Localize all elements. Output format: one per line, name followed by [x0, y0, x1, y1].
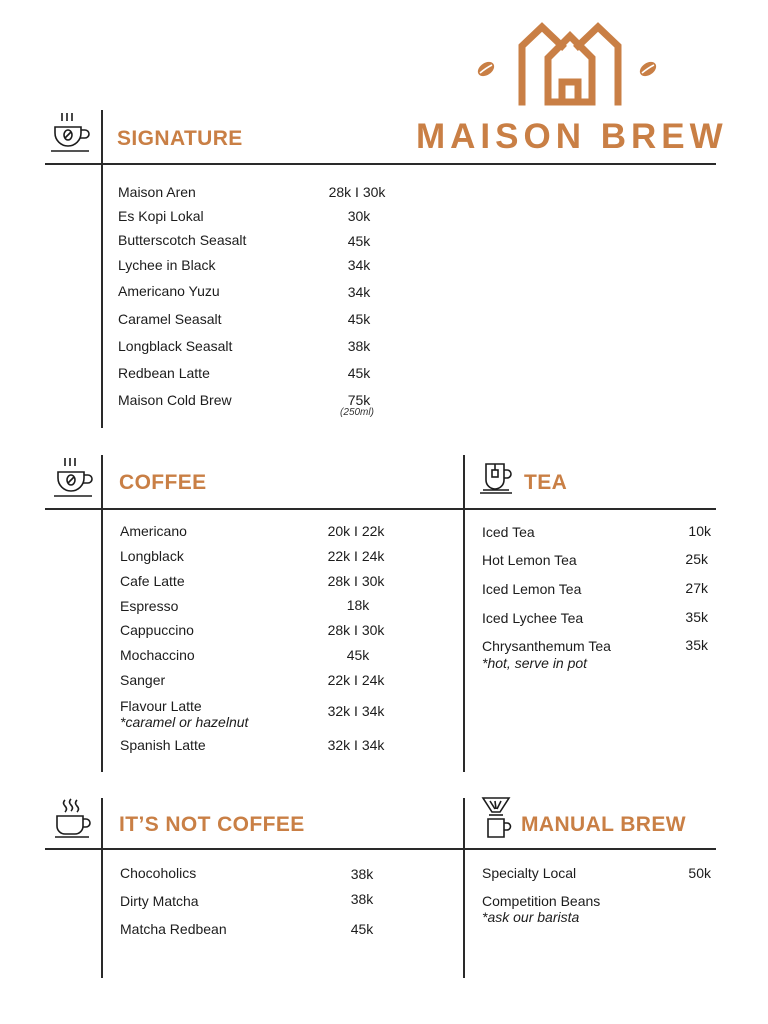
menu-item-price: 30k	[347, 208, 371, 224]
menu-item-price: 32k I 34k	[327, 737, 385, 753]
menu-item-name: Iced Tea	[482, 524, 535, 540]
menu-item-price: 45k	[347, 233, 371, 249]
menu-item-name: Sanger	[120, 672, 166, 688]
menu-item-price: 75k	[347, 392, 371, 408]
menu-item-name: Specialty Local	[482, 865, 577, 881]
section-title-manual-brew: MANUAL BREW	[521, 813, 686, 836]
menu-item-name: Iced Lemon Tea	[482, 581, 582, 597]
menu-item-name: Cappuccino	[120, 622, 194, 638]
menu-item-note: *caramel or hazelnut	[120, 714, 249, 730]
menu-item-name: Competition Beans	[482, 893, 601, 909]
menu-item-price: 22k I 24k	[327, 548, 385, 564]
menu-item-price: 34k	[347, 284, 371, 300]
brand-name: MAISON BREW	[416, 117, 728, 156]
menu-item-name: Iced Lychee Tea	[482, 610, 584, 626]
brand-logo	[470, 18, 670, 110]
menu-item-name: Cafe Latte	[120, 573, 185, 589]
section-title-tea: TEA	[524, 471, 568, 494]
menu-item-name: Caramel Seasalt	[118, 311, 222, 327]
menu-item-name: Es Kopi Lokal	[118, 208, 204, 224]
menu-item-name: Spanish Latte	[120, 737, 206, 753]
menu-item-price: 34k	[347, 257, 371, 273]
menu-item-name: Maison Aren	[118, 184, 196, 200]
mug-icon	[53, 798, 95, 840]
divider	[463, 798, 465, 978]
divider	[101, 798, 103, 978]
menu-item-name: Lychee in Black	[118, 257, 216, 273]
menu-item-price: 35k	[685, 637, 708, 653]
divider	[45, 848, 716, 850]
divider	[45, 163, 716, 165]
menu-item-note: *hot, serve in pot	[482, 655, 588, 671]
menu-item-name: Dirty Matcha	[120, 893, 199, 909]
menu-item-name: Longblack	[120, 548, 184, 564]
menu-item-name: Matcha Redbean	[120, 921, 227, 937]
menu-item-name: Maison Cold Brew	[118, 392, 232, 408]
section-title-signature: SIGNATURE	[117, 127, 243, 150]
menu-item-name: Butterscotch Seasalt	[118, 232, 247, 248]
menu-item-name: Chocoholics	[120, 865, 197, 881]
menu-item-price: 10k	[688, 523, 711, 539]
pour-over-icon	[481, 796, 515, 840]
menu-item-price: 38k	[350, 891, 374, 907]
menu-item-price: 50k	[688, 865, 711, 881]
menu-item-name: Mochaccino	[120, 647, 195, 663]
menu-item-price: 38k	[347, 338, 371, 354]
menu-item-name: Longblack Seasalt	[118, 338, 233, 354]
menu-item-price: 28k I 30k	[328, 184, 386, 200]
menu-item-price: 45k	[350, 921, 374, 937]
menu-item-name: Americano Yuzu	[118, 283, 220, 299]
divider	[463, 455, 465, 772]
menu-item-note: *ask our barista	[482, 909, 580, 925]
menu-item-name: Flavour Latte	[120, 698, 202, 714]
coffee-cup-icon	[50, 111, 92, 155]
section-title-not-coffee: IT’S NOT COFFEE	[119, 813, 305, 836]
menu-item-price: 22k I 24k	[327, 672, 385, 688]
menu-item-price: 45k	[347, 365, 371, 381]
menu-item-price: 20k I 22k	[327, 523, 385, 539]
menu-item-price: 32k I 34k	[327, 703, 385, 719]
menu-item-price: 18k	[346, 597, 370, 613]
menu-item-name: Espresso	[120, 598, 179, 614]
section-title-coffee: COFFEE	[119, 471, 207, 494]
divider	[101, 455, 103, 772]
menu-item-name: Redbean Latte	[118, 365, 210, 381]
menu-item-price: 28k I 30k	[327, 622, 385, 638]
tea-cup-icon	[479, 460, 517, 498]
menu-item-price: 35k	[685, 609, 708, 625]
menu-item-name: Chrysanthemum Tea	[482, 638, 611, 654]
divider	[45, 508, 716, 510]
menu-item-note: (250ml)	[340, 407, 374, 418]
menu-item-price: 28k I 30k	[327, 573, 385, 589]
menu-item-price: 25k	[685, 551, 708, 567]
menu-item-price: 45k	[347, 311, 371, 327]
menu-item-price: 38k	[350, 866, 374, 882]
menu-item-price: 27k	[685, 580, 708, 596]
menu-item-name: Hot Lemon Tea	[482, 552, 577, 568]
menu-item-price: 45k	[346, 647, 370, 663]
menu-item-name: Americano	[120, 523, 187, 539]
coffee-cup-icon	[53, 456, 95, 500]
divider	[101, 110, 103, 428]
